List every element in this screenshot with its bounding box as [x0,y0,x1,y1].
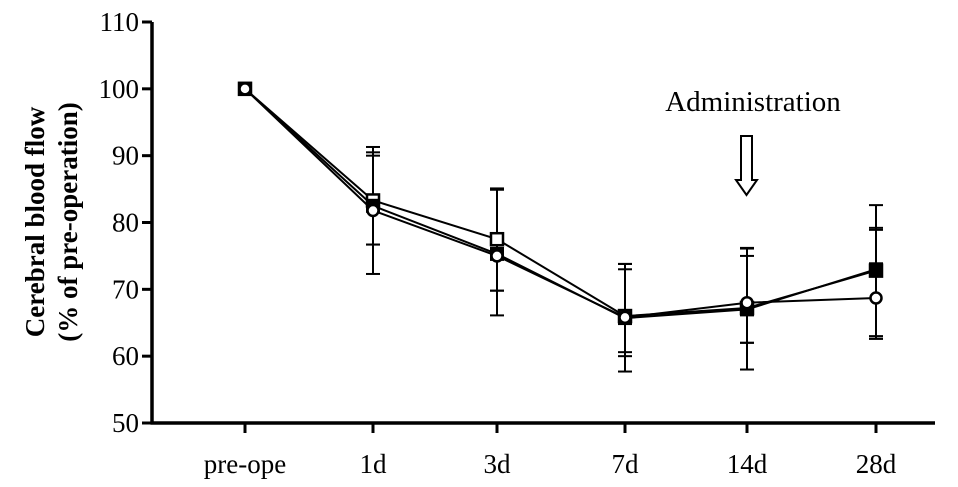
x-tick-label: 7d [612,449,640,479]
y-tick-label: 110 [100,7,140,37]
series-line [244,88,877,320]
y-tick-label: 90 [112,141,139,171]
y-axis-title-line1: Cerebral blood flow [20,106,50,337]
x-tick-label: 1d [360,449,388,479]
data-point-circle [869,291,883,305]
administration-label: Administration [665,86,841,118]
y-tick-label: 60 [112,341,139,371]
annotation: Administration [665,86,841,197]
data-point-circle [238,82,252,96]
series-layer [237,81,884,373]
data-point-circle [618,310,632,325]
data-point-filled-square [869,262,883,277]
y-axis-title-line2: (% of pre-operation) [53,102,83,341]
down-arrow-icon [734,135,759,197]
x-tick-label: 14d [727,449,768,479]
y-tick-label: 100 [99,74,140,104]
x-tick-label: 3d [484,449,512,479]
data-point-circle [490,249,504,263]
y-tick-label: 80 [112,208,139,238]
x-tick-label: pre-ope [204,449,286,479]
data-point-open-square [489,231,505,247]
series-markers [238,81,883,326]
data-point-circle [740,295,754,310]
x-tick-label: 28d [856,449,897,479]
y-tick-label: 50 [112,408,139,438]
series-line [244,88,877,318]
data-point-circle [366,203,380,218]
y-tick-label: 70 [112,274,139,304]
y-axis-title: Cerebral blood flow (% of pre-operation) [20,102,83,341]
series-markers [238,82,883,325]
y-axis: 50 60 70 80 90 100 110 [99,7,154,438]
series-line [244,88,877,319]
x-axis: pre-ope 1d 3d 7d 14d 28d [150,421,935,479]
